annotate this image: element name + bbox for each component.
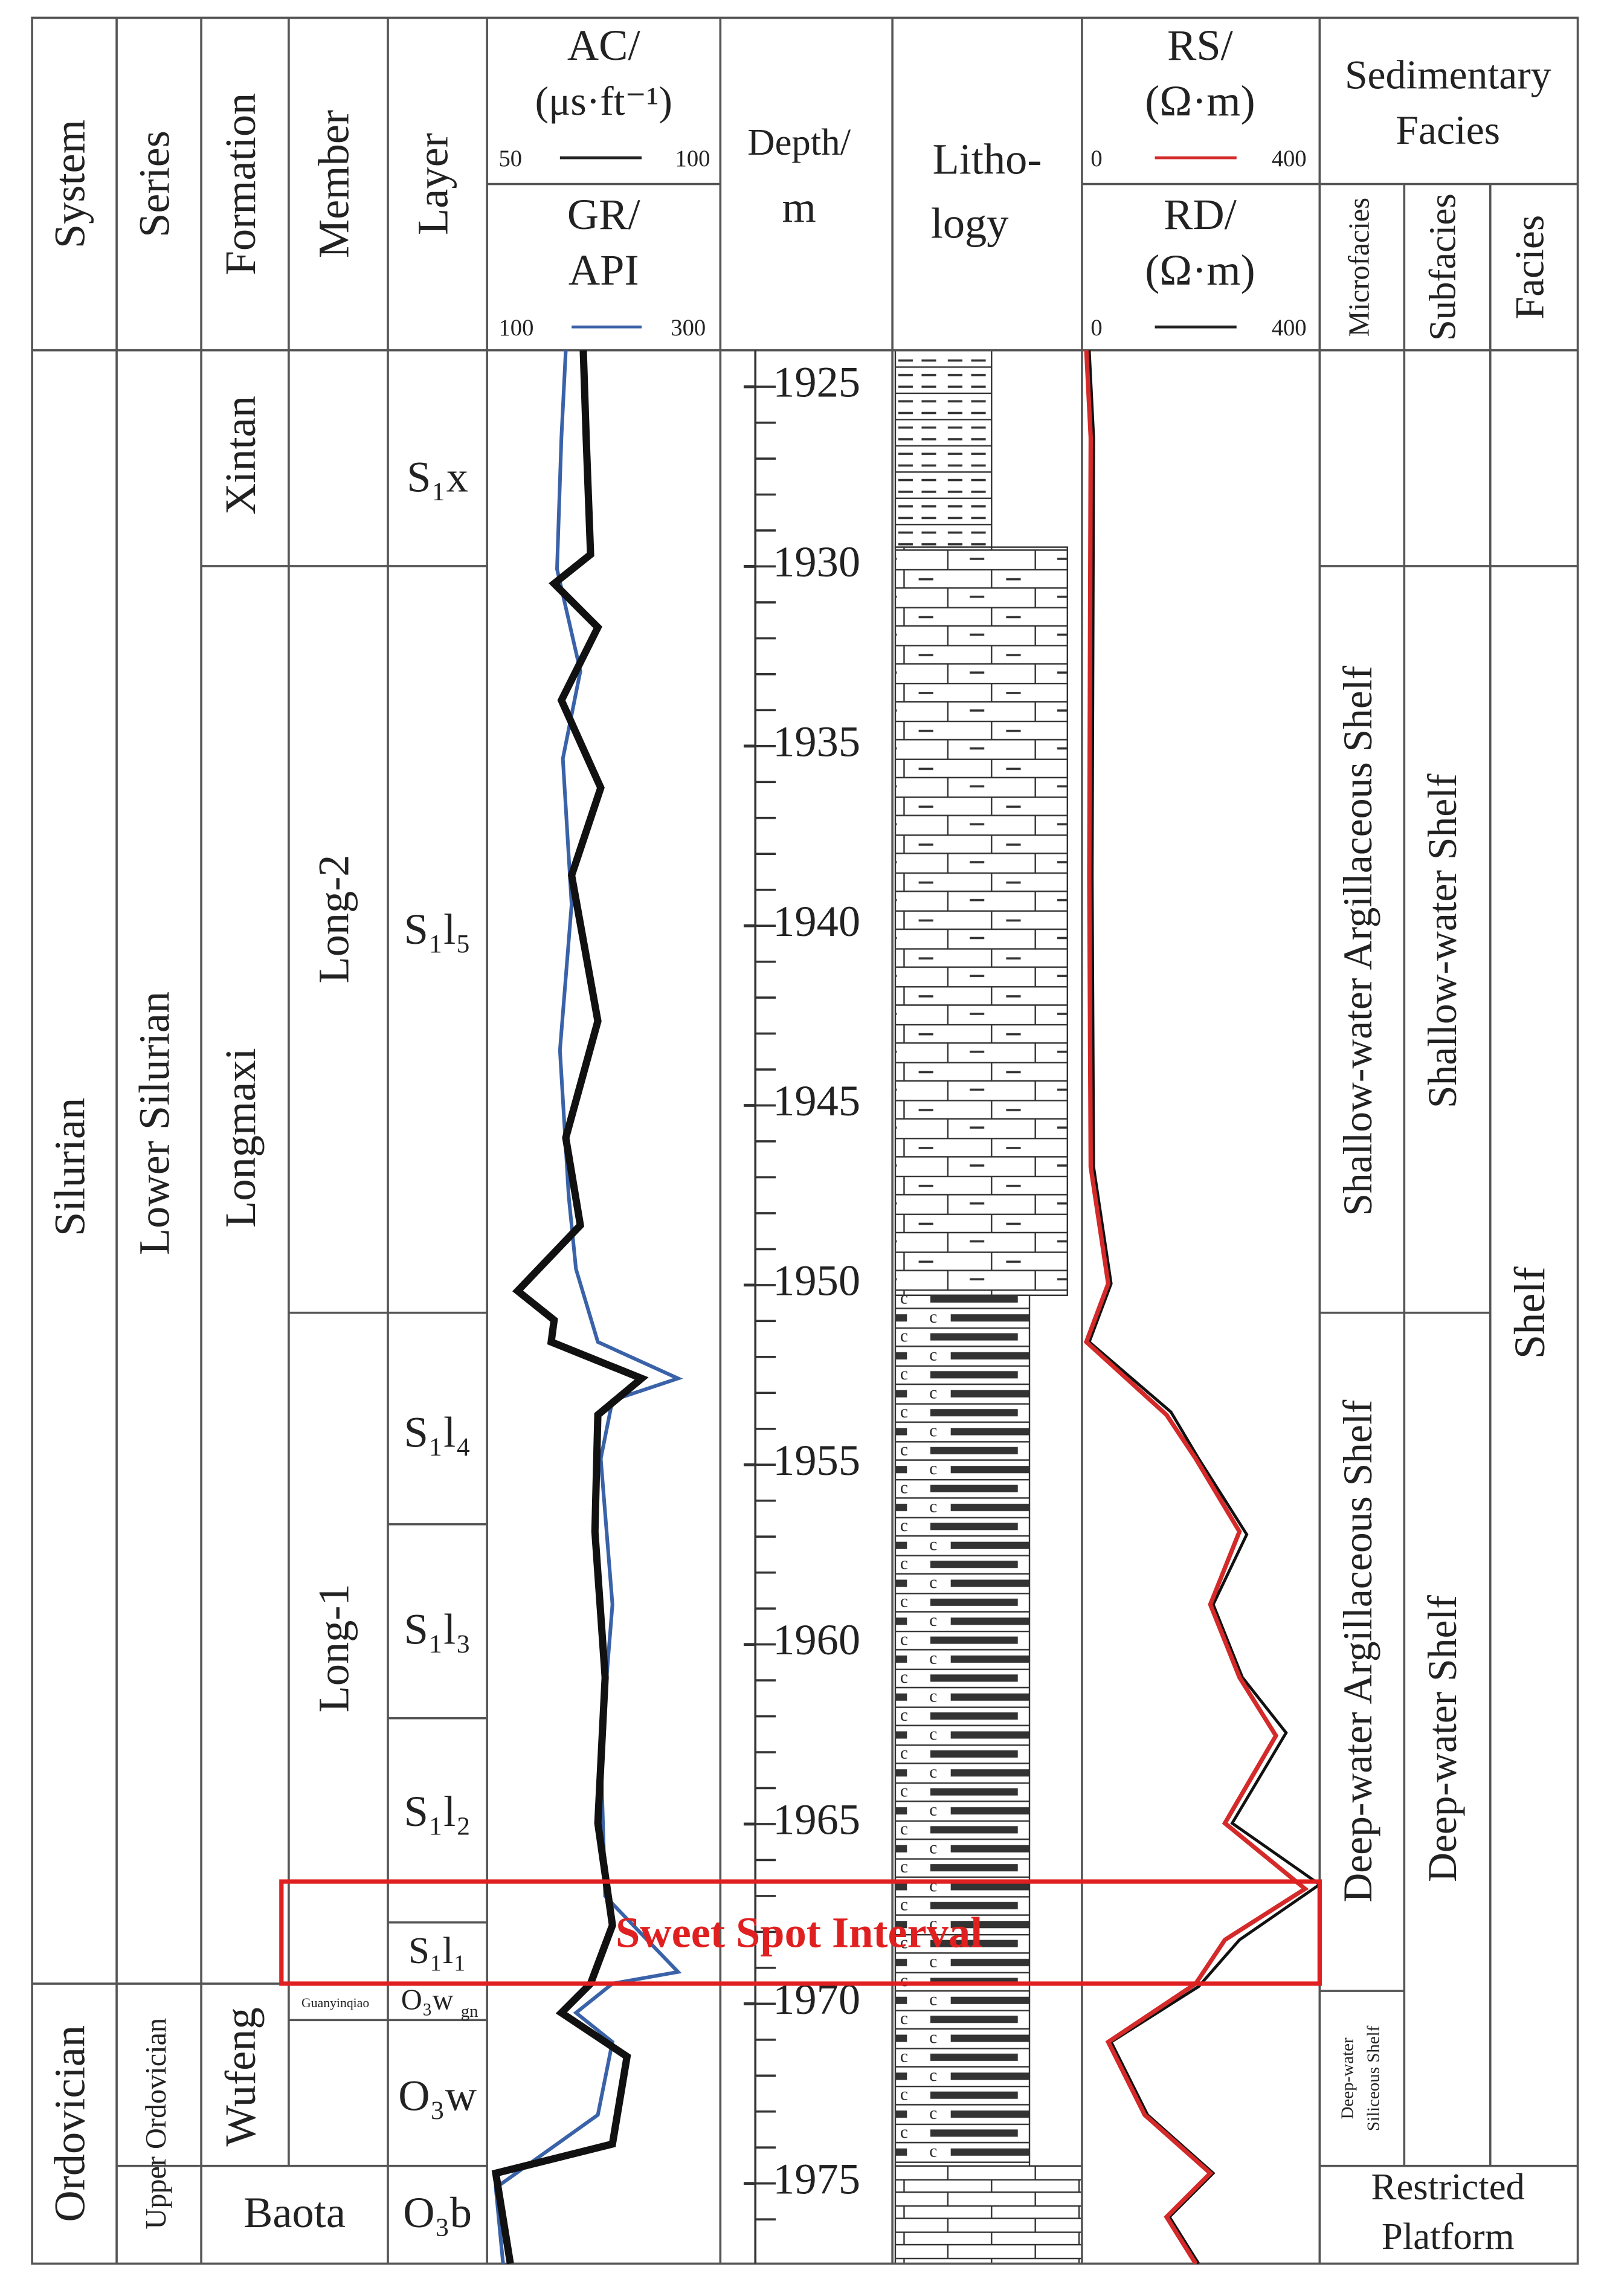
scale-max: 100 <box>675 146 710 172</box>
depth-label: 1965 <box>773 1795 860 1844</box>
layer: O₃w <box>401 1984 454 2016</box>
depth-label: 1950 <box>773 1256 860 1304</box>
layer: S₁l₅ <box>404 905 471 953</box>
series: Lower Silurian <box>130 992 179 1255</box>
header-unit: API <box>568 245 639 294</box>
limestone-unit <box>894 2165 1083 2265</box>
facies: Shelf <box>1505 1266 1554 1359</box>
scale-min: 0 <box>1090 146 1102 172</box>
scale-min: 100 <box>498 315 533 341</box>
layer-subscript: gn <box>461 2002 478 2021</box>
depth-label: 1930 <box>773 537 860 586</box>
member: Guanyinqiao <box>301 1996 369 2010</box>
microfacies: Deep-water <box>1338 2037 1357 2119</box>
layer: S₁x <box>407 453 468 501</box>
marl-unit <box>894 546 1068 1296</box>
header-label: RS/ <box>1167 21 1234 69</box>
lithology <box>894 349 1083 2265</box>
scale-min: 50 <box>498 146 522 172</box>
header-label: Depth/ <box>747 121 851 163</box>
subfacies: Deep-water Shelf <box>1420 1595 1465 1882</box>
header-unit: m <box>782 182 816 231</box>
sweet-spot-box <box>279 1879 1322 1986</box>
header-label: Subfacies <box>1422 193 1464 341</box>
microfacies: Shallow-water Argillaceous Shelf <box>1335 665 1380 1216</box>
depth-label: 1960 <box>773 1615 860 1664</box>
layer: S₁l₂ <box>404 1787 471 1836</box>
header-unit: (μs·ft⁻¹) <box>535 79 672 124</box>
strata-labels: Silurian Ordovician Lower Silurian Upper… <box>45 396 1554 2257</box>
header-label: GR/ <box>567 190 641 239</box>
layer: S₁l₄ <box>404 1408 471 1457</box>
depth-label: 1940 <box>773 897 860 946</box>
header-label: logy <box>931 199 1009 248</box>
formation: Wufeng <box>216 2007 265 2146</box>
facies: Platform <box>1382 2215 1515 2257</box>
layer: S₁l₃ <box>404 1604 471 1653</box>
facies: Restricted <box>1371 2165 1525 2208</box>
depth-label: 1935 <box>773 717 860 766</box>
gr-curve <box>494 350 683 2264</box>
system: Ordovician <box>45 2025 94 2222</box>
header: System Series Formation Member Layer AC/… <box>45 21 1553 341</box>
frame <box>31 16 1579 2265</box>
microfacies: Siliceous Shelf <box>1364 2025 1383 2131</box>
depth-label: 1945 <box>773 1076 860 1125</box>
scale-min: 0 <box>1090 315 1102 341</box>
layer: O₃w <box>398 2071 477 2120</box>
depth-label: 1955 <box>773 1436 860 1485</box>
system: Silurian <box>45 1098 94 1236</box>
layer: O₃b <box>403 2188 472 2237</box>
member: Long-1 <box>309 1584 358 1712</box>
microfacies: Deep-water Argillaceous Shelf <box>1335 1399 1380 1902</box>
header-label: Sedimentary <box>1345 52 1551 97</box>
formation: Xintan <box>216 396 265 515</box>
subfacies: Shallow-water Shelf <box>1420 773 1465 1108</box>
header-label: Microfacies <box>1343 198 1375 337</box>
formation: Longmaxi <box>216 1048 265 1228</box>
header-label: RD/ <box>1164 190 1237 239</box>
ac-curve <box>491 350 649 2265</box>
scale-max: 300 <box>671 315 706 341</box>
depth-label: 1975 <box>773 2154 860 2203</box>
depth-axis: 1925193019351940194519501955196019651970… <box>743 350 860 2264</box>
annotation: Sweet Spot Interval <box>616 1907 982 1956</box>
rs-curve <box>1083 350 1309 2265</box>
header-label: Facies <box>1396 108 1500 153</box>
log-curves <box>491 350 1322 2265</box>
header-unit: (Ω·m) <box>1145 76 1255 125</box>
header-label: Series <box>130 131 179 237</box>
member: Long-2 <box>309 855 358 984</box>
shale-unit <box>894 349 993 548</box>
header-label: System <box>45 120 94 248</box>
depth-label: 1925 <box>773 358 860 407</box>
header-label: Member <box>309 110 358 258</box>
rd-curve <box>1087 350 1322 2265</box>
header-label: Formation <box>216 93 265 276</box>
series: Upper Ordovician <box>140 2018 172 2230</box>
header-unit: (Ω·m) <box>1145 245 1255 294</box>
header-label: Litho- <box>933 134 1042 183</box>
header-label: Layer <box>408 133 457 235</box>
formation: Baota <box>243 2188 346 2237</box>
scale-max: 400 <box>1272 315 1307 341</box>
layer: S₁l₁ <box>408 1929 466 1972</box>
header-label: AC/ <box>567 21 641 69</box>
scale-max: 400 <box>1272 146 1307 172</box>
header-label: Facies <box>1507 215 1553 320</box>
black-shale-unit <box>894 1294 1031 2167</box>
